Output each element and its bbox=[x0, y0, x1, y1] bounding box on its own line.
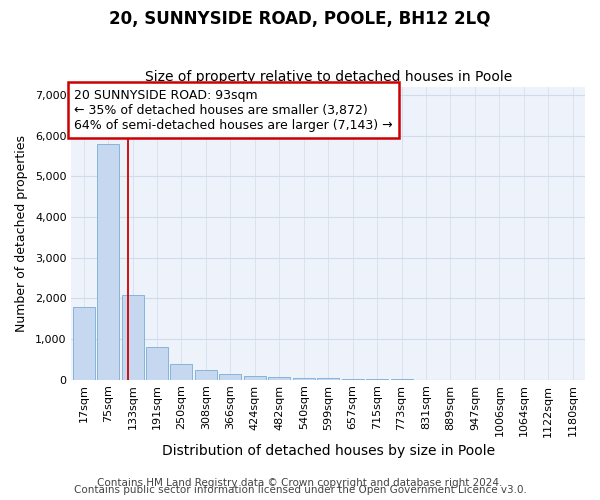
Bar bbox=[170, 364, 193, 380]
Bar bbox=[73, 306, 95, 380]
Bar bbox=[220, 374, 241, 380]
Bar bbox=[195, 370, 217, 380]
Text: 20 SUNNYSIDE ROAD: 93sqm
← 35% of detached houses are smaller (3,872)
64% of sem: 20 SUNNYSIDE ROAD: 93sqm ← 35% of detach… bbox=[74, 88, 392, 132]
Y-axis label: Number of detached properties: Number of detached properties bbox=[15, 135, 28, 332]
Text: 20, SUNNYSIDE ROAD, POOLE, BH12 2LQ: 20, SUNNYSIDE ROAD, POOLE, BH12 2LQ bbox=[109, 10, 491, 28]
Bar bbox=[122, 295, 143, 380]
Bar bbox=[341, 378, 364, 380]
Text: Contains public sector information licensed under the Open Government Licence v3: Contains public sector information licen… bbox=[74, 485, 526, 495]
Text: Contains HM Land Registry data © Crown copyright and database right 2024.: Contains HM Land Registry data © Crown c… bbox=[97, 478, 503, 488]
Bar bbox=[244, 376, 266, 380]
Bar bbox=[366, 379, 388, 380]
Bar bbox=[146, 347, 168, 380]
Bar bbox=[317, 378, 339, 380]
Bar bbox=[268, 376, 290, 380]
X-axis label: Distribution of detached houses by size in Poole: Distribution of detached houses by size … bbox=[161, 444, 495, 458]
Bar bbox=[293, 378, 315, 380]
Title: Size of property relative to detached houses in Poole: Size of property relative to detached ho… bbox=[145, 70, 512, 85]
Bar bbox=[97, 144, 119, 380]
